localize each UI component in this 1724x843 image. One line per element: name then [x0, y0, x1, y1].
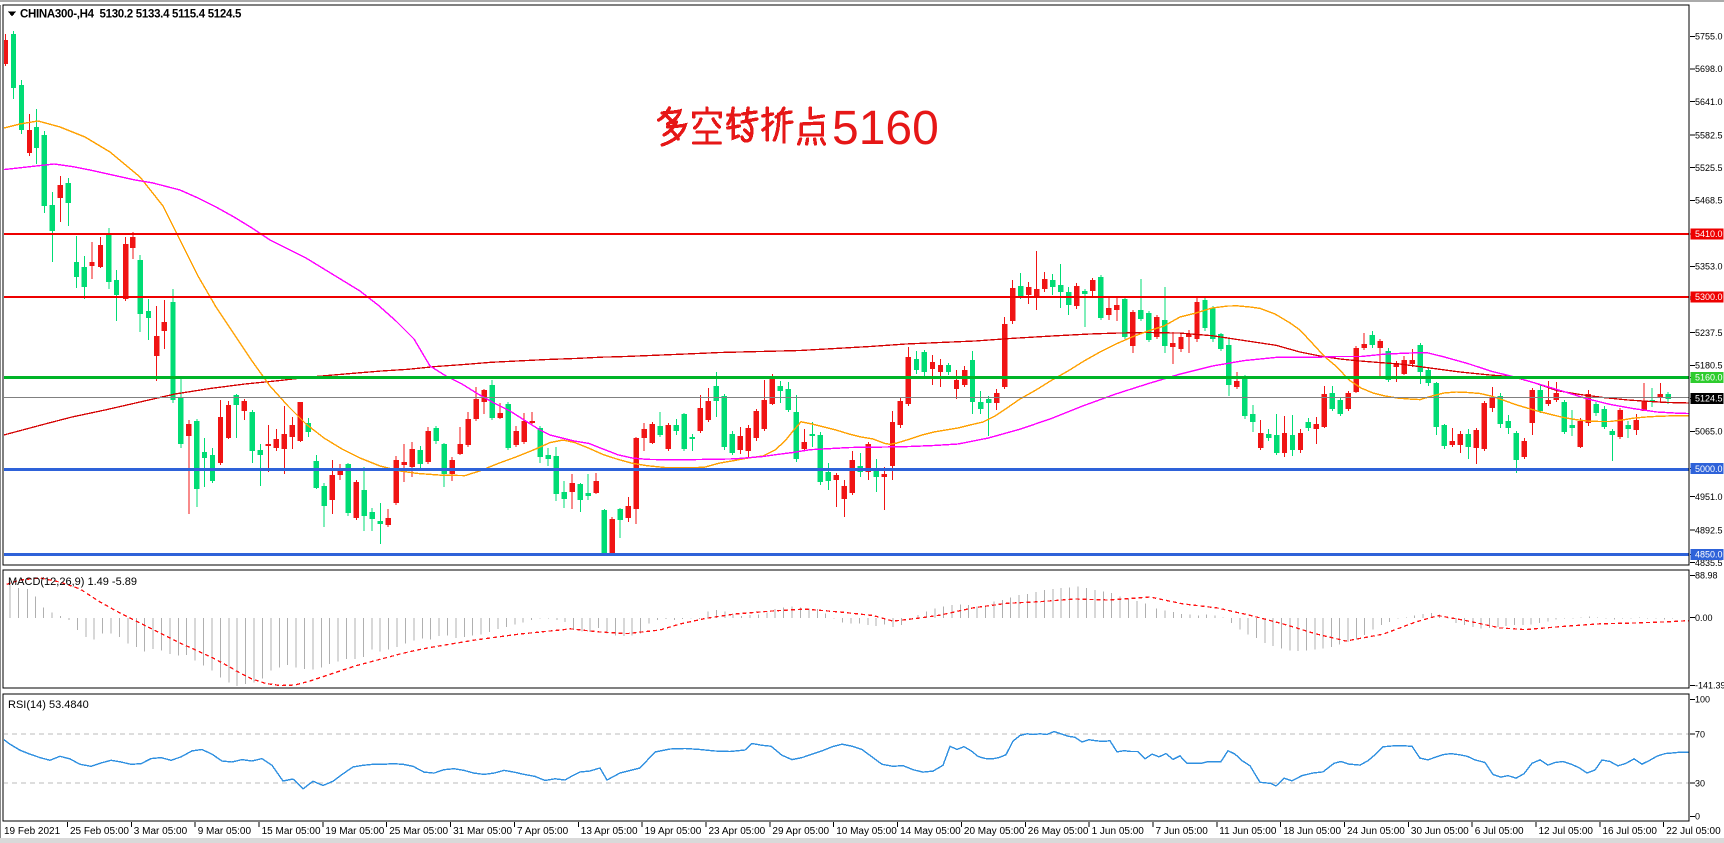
svg-text:26 May 05:00: 26 May 05:00 [1028, 826, 1089, 837]
svg-text:14 May 05:00: 14 May 05:00 [900, 826, 961, 837]
svg-text:4835.5: 4835.5 [1695, 558, 1723, 568]
svg-text:4892.5: 4892.5 [1695, 525, 1723, 535]
svg-text:CHINA300-,H4 5130.2 5133.4 51: CHINA300-,H4 5130.2 5133.4 5115.4 5124.5 [20, 9, 242, 21]
svg-text:10 May 05:00: 10 May 05:00 [836, 826, 897, 837]
svg-text:5410.0: 5410.0 [1695, 229, 1723, 239]
svg-text:19 Apr 05:00: 19 Apr 05:00 [645, 826, 702, 837]
svg-text:100: 100 [1695, 695, 1710, 705]
svg-text:19 Feb 2021: 19 Feb 2021 [4, 826, 61, 837]
svg-text:20 May 05:00: 20 May 05:00 [964, 826, 1025, 837]
svg-text:18 Jun 05:00: 18 Jun 05:00 [1283, 826, 1341, 837]
svg-text:19 Mar 05:00: 19 Mar 05:00 [325, 826, 384, 837]
svg-text:5353.0: 5353.0 [1695, 262, 1723, 272]
svg-text:31 Mar 05:00: 31 Mar 05:00 [453, 826, 512, 837]
svg-text:5000.0: 5000.0 [1695, 464, 1723, 474]
svg-text:12 Jul 05:00: 12 Jul 05:00 [1539, 826, 1594, 837]
svg-text:7 Jun 05:00: 7 Jun 05:00 [1156, 826, 1209, 837]
svg-text:70: 70 [1695, 729, 1705, 739]
svg-text:5237.5: 5237.5 [1695, 328, 1723, 338]
svg-text:5468.5: 5468.5 [1695, 196, 1723, 206]
svg-text:30: 30 [1695, 778, 1705, 788]
svg-text:30 Jun 05:00: 30 Jun 05:00 [1411, 826, 1469, 837]
svg-text:7 Apr 05:00: 7 Apr 05:00 [517, 826, 569, 837]
svg-text:5065.0: 5065.0 [1695, 427, 1723, 437]
svg-text:25 Feb 05:00: 25 Feb 05:00 [70, 826, 129, 837]
svg-text:5124.5: 5124.5 [1695, 394, 1723, 404]
svg-text:5525.5: 5525.5 [1695, 163, 1723, 173]
svg-text:5160.0: 5160.0 [1695, 373, 1723, 383]
svg-text:23 Apr 05:00: 23 Apr 05:00 [709, 826, 766, 837]
svg-text:MACD(12,26,9) 1.49 -5.89: MACD(12,26,9) 1.49 -5.89 [8, 576, 137, 588]
svg-text:25 Mar 05:00: 25 Mar 05:00 [389, 826, 448, 837]
svg-text:5641.0: 5641.0 [1695, 97, 1723, 107]
svg-text:-141.39: -141.39 [1695, 681, 1724, 691]
svg-text:5300.0: 5300.0 [1695, 292, 1723, 302]
svg-text:24 Jun 05:00: 24 Jun 05:00 [1347, 826, 1405, 837]
svg-text:88.98: 88.98 [1695, 571, 1718, 581]
svg-text:29 Apr 05:00: 29 Apr 05:00 [772, 826, 829, 837]
svg-text:5698.0: 5698.0 [1695, 64, 1723, 74]
svg-text:1 Jun 05:00: 1 Jun 05:00 [1092, 826, 1145, 837]
svg-text:4850.0: 4850.0 [1695, 550, 1723, 560]
svg-text:3 Mar 05:00: 3 Mar 05:00 [134, 826, 188, 837]
svg-text:15 Mar 05:00: 15 Mar 05:00 [262, 826, 321, 837]
svg-text:16 Jul 05:00: 16 Jul 05:00 [1602, 826, 1657, 837]
svg-text:11 Jun 05:00: 11 Jun 05:00 [1219, 826, 1277, 837]
svg-text:0: 0 [1695, 812, 1700, 822]
svg-text:4951.0: 4951.0 [1695, 492, 1723, 502]
svg-text:9 Mar 05:00: 9 Mar 05:00 [198, 826, 252, 837]
svg-text:6 Jul 05:00: 6 Jul 05:00 [1475, 826, 1524, 837]
svg-text:22 Jul 05:00: 22 Jul 05:00 [1666, 826, 1721, 837]
svg-text:5180.5: 5180.5 [1695, 361, 1723, 371]
svg-text:13 Apr 05:00: 13 Apr 05:00 [581, 826, 638, 837]
svg-text:5755.0: 5755.0 [1695, 32, 1723, 42]
svg-text:5160: 5160 [832, 102, 939, 155]
svg-text:5582.5: 5582.5 [1695, 130, 1723, 140]
svg-text:0.00: 0.00 [1695, 613, 1713, 623]
svg-text:RSI(14) 53.4840: RSI(14) 53.4840 [8, 699, 89, 711]
